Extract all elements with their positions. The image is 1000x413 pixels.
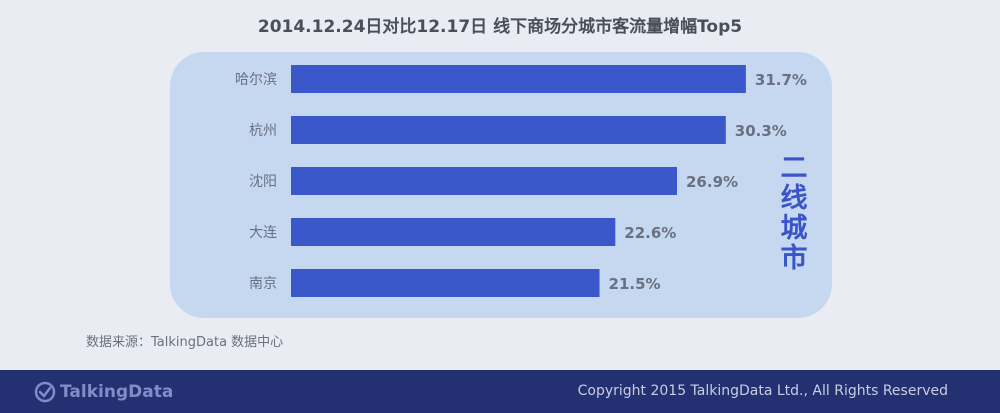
logo-icon [34, 381, 56, 403]
bar [291, 218, 616, 246]
category-side-label: 二 线 城 市 [776, 154, 812, 274]
category-label: 南京 [249, 276, 277, 292]
data-label: 31.7% [755, 71, 807, 89]
data-source-note: 数据来源：TalkingData 数据中心 [86, 335, 284, 350]
side-label-char: 城 [780, 213, 808, 244]
data-label: 22.6% [624, 224, 676, 242]
footer-bar: TalkingData Copyright 2015 TalkingData L… [0, 370, 1000, 413]
bar [291, 269, 600, 297]
bar [291, 65, 746, 93]
logo-text: TalkingData [60, 382, 174, 402]
copyright-text: Copyright 2015 TalkingData Ltd., All Rig… [577, 383, 948, 399]
category-label: 大连 [249, 225, 277, 241]
chart-title: 2014.12.24日对比12.17日 线下商场分城市客流量增幅Top5 [257, 17, 743, 37]
category-label: 哈尔滨 [235, 72, 277, 88]
data-label: 21.5% [609, 275, 661, 293]
bar [291, 167, 678, 195]
category-label: 沈阳 [249, 174, 277, 190]
bar [291, 116, 726, 144]
data-label: 30.3% [735, 122, 787, 140]
data-label: 26.9% [686, 173, 738, 191]
category-label: 杭州 [249, 123, 277, 139]
side-label-char: 线 [780, 183, 808, 214]
side-label-char: 二 [780, 153, 808, 184]
side-label-char: 市 [780, 243, 808, 274]
talkingdata-logo: TalkingData [34, 381, 173, 403]
